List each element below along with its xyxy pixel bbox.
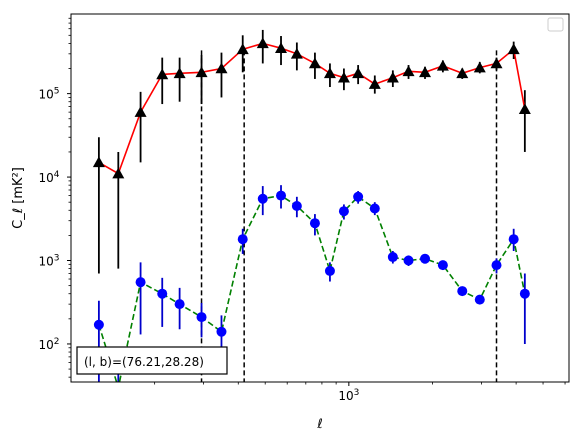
annotation-box: (l, b)=(76.21,28.28) bbox=[76, 346, 228, 375]
data-point-circle bbox=[420, 253, 431, 264]
data-point-triangle bbox=[337, 71, 350, 83]
data-point-circle bbox=[309, 218, 320, 229]
data-point-circle bbox=[324, 265, 335, 276]
data-point-triangle bbox=[323, 67, 336, 79]
data-point-triangle bbox=[275, 42, 288, 54]
data-point-triangle bbox=[352, 67, 365, 79]
data-point-circle bbox=[353, 191, 364, 202]
data-point-circle bbox=[135, 277, 146, 288]
data-point-circle bbox=[474, 294, 485, 305]
data-point-triangle bbox=[456, 67, 469, 79]
data-point-circle bbox=[338, 206, 349, 217]
annotation-text: (l, b)=(76.21,28.28) bbox=[84, 355, 204, 369]
data-point-circle bbox=[491, 260, 502, 271]
data-point-triangle bbox=[173, 67, 186, 79]
data-point-triangle bbox=[518, 103, 531, 115]
x-axis-label: ℓ bbox=[316, 417, 322, 432]
data-point-circle bbox=[457, 286, 468, 297]
data-point-triangle bbox=[112, 167, 125, 179]
data-point-circle bbox=[93, 319, 104, 330]
plot-frame bbox=[70, 13, 570, 383]
data-point-circle bbox=[237, 234, 248, 245]
data-point-triangle bbox=[92, 156, 105, 168]
data-point-circle bbox=[257, 193, 268, 204]
data-point-circle bbox=[437, 260, 448, 271]
data-point-circle bbox=[196, 312, 207, 323]
data-point-triangle bbox=[507, 43, 520, 55]
data-point-triangle bbox=[156, 68, 169, 80]
data-point-triangle bbox=[195, 66, 208, 78]
data-point-circle bbox=[157, 288, 168, 299]
data-point-triangle bbox=[473, 61, 486, 73]
data-point-triangle bbox=[368, 78, 381, 89]
data-point-triangle bbox=[134, 106, 147, 117]
data-point-circle bbox=[174, 299, 185, 310]
y-axis-label: C_ℓ [mK²] bbox=[11, 167, 26, 229]
data-point-triangle bbox=[256, 37, 269, 49]
data-point-triangle bbox=[215, 62, 228, 74]
data-point-circle bbox=[519, 288, 530, 299]
data-point-circle bbox=[291, 201, 302, 212]
data-point-triangle bbox=[419, 66, 432, 78]
data-point-triangle bbox=[490, 57, 503, 69]
data-point-triangle bbox=[436, 59, 449, 71]
data-point-triangle bbox=[236, 43, 249, 55]
data-point-circle bbox=[403, 255, 414, 266]
data-point-circle bbox=[216, 326, 227, 337]
data-point-triangle bbox=[308, 57, 321, 69]
data-point-triangle bbox=[386, 71, 399, 83]
data-point-triangle bbox=[290, 47, 303, 59]
data-point-triangle bbox=[402, 65, 415, 77]
data-point-circle bbox=[387, 252, 398, 263]
data-point-circle bbox=[508, 234, 519, 245]
data-point-circle bbox=[276, 190, 287, 201]
legend-box bbox=[547, 17, 564, 32]
data-point-circle bbox=[369, 203, 380, 214]
